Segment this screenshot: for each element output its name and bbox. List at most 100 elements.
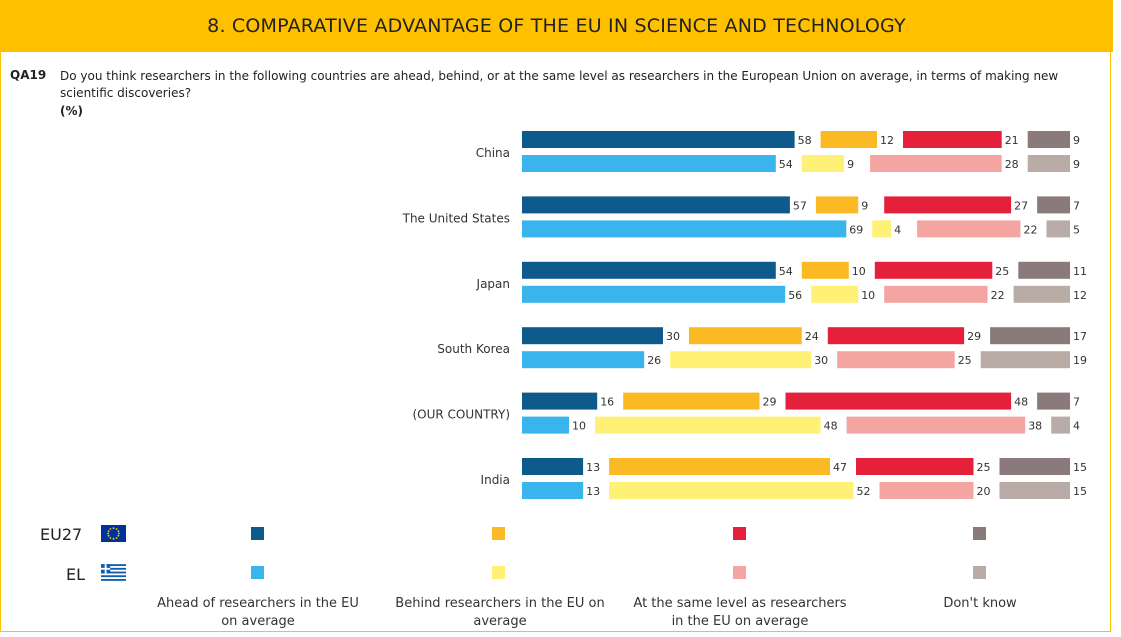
legend-text-ahead: Ahead of researchers in the EU on averag… [157,596,359,629]
bar-el-ahead [522,351,645,369]
legend-swatch-el-same [733,566,746,579]
data-label: 38 [1028,420,1042,433]
legend-swatch-el-behind [492,566,505,579]
bar-eu27-dontknow [1018,261,1070,279]
legend-swatch-el-ahead [251,566,264,579]
bar-eu27-behind [815,196,859,214]
bar-eu27-dontknow [1037,392,1070,410]
data-label: 47 [833,461,847,474]
legend-swatch-eu27-ahead [251,527,264,540]
legend-swatch-eu27-behind [492,527,505,540]
bar-eu27-ahead [522,196,790,214]
unit-label: (%) [60,104,83,118]
category-label: India [481,473,510,487]
bar-el-dontknow [1013,285,1070,303]
data-label: 16 [600,396,614,409]
bar-eu27-same [856,458,974,475]
data-label: 20 [977,485,991,498]
category-label: (OUR COUNTRY) [412,408,510,422]
data-label: 7 [1073,199,1080,212]
data-label: 12 [880,134,894,147]
bar-eu27-behind [801,261,849,279]
data-label: 22 [1024,223,1038,236]
bar-el-ahead [522,285,786,303]
data-label: 29 [763,396,777,409]
data-label: 15 [1073,485,1087,498]
data-label: 69 [849,223,863,236]
bar-el-same [846,416,1026,434]
data-label: 56 [788,289,802,302]
data-label: 10 [852,265,866,278]
bar-eu27-dontknow [1027,131,1070,148]
data-label: 25 [995,265,1009,278]
data-label: 9 [861,199,868,212]
eu-flag-icon [101,525,126,542]
bar-eu27-same [785,392,1012,410]
data-label: 22 [991,289,1005,302]
bar-el-dontknow [1051,416,1070,434]
data-label: 10 [861,289,875,302]
data-label: 58 [798,134,812,147]
data-label: 4 [894,223,901,236]
data-label: 57 [793,199,807,212]
legend-label-eu27: EU27 [40,525,83,544]
data-label: 12 [1073,289,1087,302]
bar-el-behind [872,220,892,238]
category-label: South Korea [437,342,510,356]
bar-el-ahead [522,416,569,434]
bar-eu27-same [827,327,965,345]
legend-swatch-eu27-dontknow [973,527,986,540]
category-label: China [476,146,510,160]
data-label: 4 [1073,420,1080,433]
bar-el-dontknow [999,482,1070,499]
bar-eu27-dontknow [990,327,1070,345]
data-label: 48 [824,420,838,433]
bar-el-same [917,220,1021,238]
data-label: 9 [1073,134,1080,147]
bar-el-same [837,351,955,369]
bar-el-dontknow [980,351,1070,369]
category-label: The United States [402,211,510,225]
legend-text-same: At the same level as researchers in the … [633,596,847,629]
bar-el-behind [811,285,859,303]
legend-swatch-eu27-same [733,527,746,540]
page-title: 8. COMPARATIVE ADVANTAGE OF THE EU IN SC… [0,0,1113,52]
bar-eu27-dontknow [999,458,1070,475]
bar-eu27-dontknow [1037,196,1070,214]
bar-el-same [884,285,988,303]
bar-eu27-behind [623,392,760,410]
bar-eu27-ahead [522,131,795,148]
legend-swatch-el-dontknow [973,566,986,579]
data-label: 24 [805,330,819,343]
data-label: 48 [1014,396,1028,409]
category-label: Japan [476,277,510,291]
bar-eu27-ahead [522,327,663,345]
data-label: 11 [1073,265,1087,278]
bar-eu27-ahead [522,458,584,475]
bar-eu27-behind [689,327,802,345]
data-label: 29 [967,330,981,343]
data-label: 25 [977,461,991,474]
legend-label-el: EL [66,565,86,584]
data-label: 26 [647,354,661,367]
data-label: 30 [666,330,680,343]
data-label: 30 [814,354,828,367]
data-label: 25 [958,354,972,367]
data-label: 13 [586,485,600,498]
legend-text-dontknow: Don't know [943,596,1017,611]
bar-eu27-ahead [522,261,776,279]
bar-eu27-same [874,261,993,279]
data-label: 9 [847,158,854,171]
data-label: 15 [1073,461,1087,474]
data-label: 5 [1073,223,1080,236]
bar-eu27-same [884,196,1012,214]
bar-eu27-behind [609,458,830,475]
bar-el-ahead [522,482,584,499]
question-id: QA19 [10,68,47,82]
bar-eu27-ahead [522,392,598,410]
data-label: 17 [1073,330,1087,343]
bar-el-dontknow [1027,155,1070,172]
data-label: 7 [1073,396,1080,409]
